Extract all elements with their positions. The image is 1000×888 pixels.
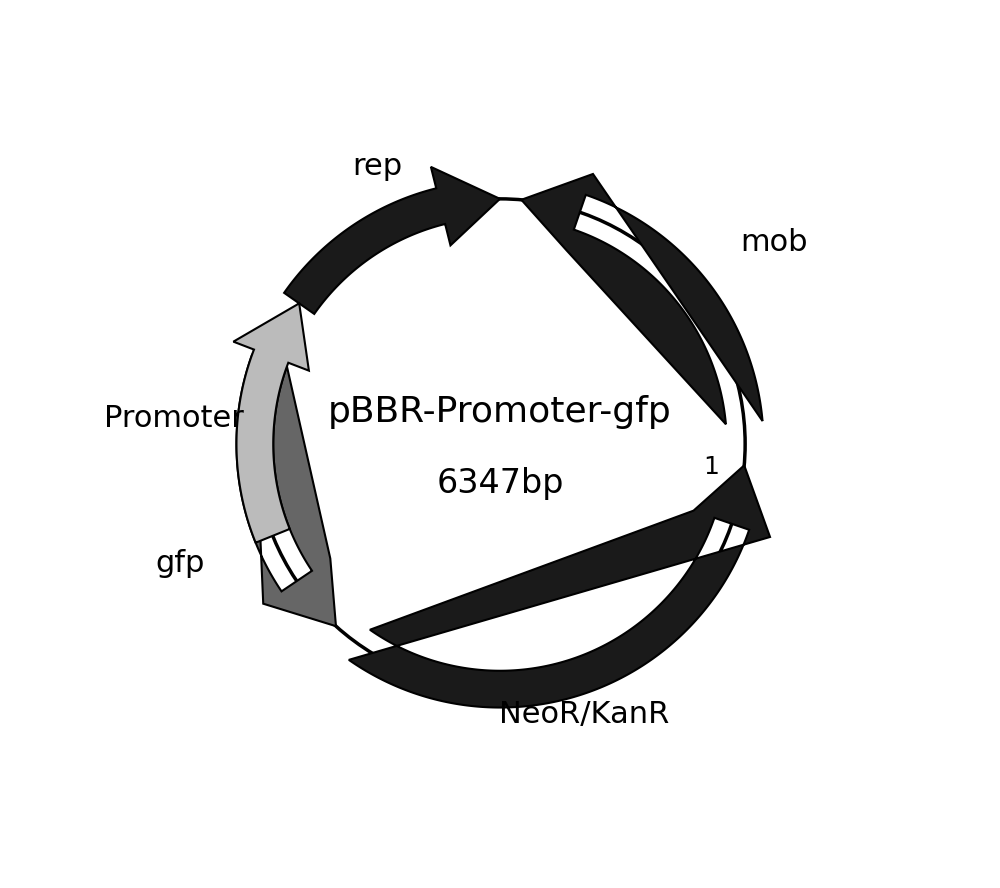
Polygon shape — [233, 304, 309, 543]
Text: Promoter: Promoter — [104, 404, 244, 433]
Text: mob: mob — [740, 228, 808, 257]
Text: pBBR-Promoter-gfp: pBBR-Promoter-gfp — [328, 395, 672, 429]
Text: 1: 1 — [703, 455, 719, 479]
Polygon shape — [236, 353, 336, 626]
Text: 6347bp: 6347bp — [436, 467, 564, 500]
Polygon shape — [284, 167, 500, 314]
Text: gfp: gfp — [155, 549, 205, 578]
Text: rep: rep — [353, 153, 403, 181]
Text: NeoR/KanR: NeoR/KanR — [499, 700, 669, 729]
Polygon shape — [521, 174, 763, 424]
Polygon shape — [349, 465, 770, 708]
